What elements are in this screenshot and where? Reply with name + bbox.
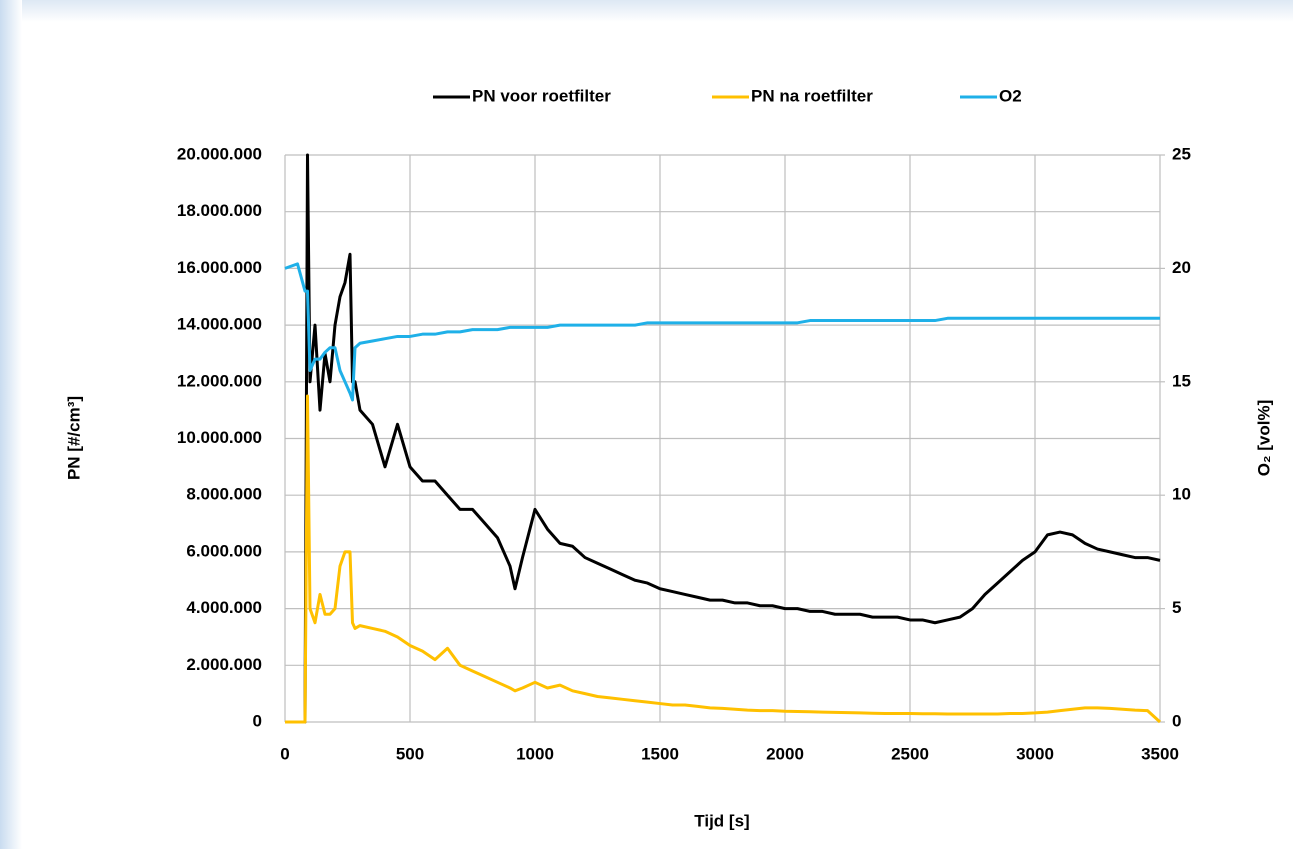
y-tick-label: 14.000.000	[177, 315, 262, 334]
series-line	[284, 262, 1160, 402]
x-tick-label: 500	[396, 744, 424, 763]
x-tick-label: 3000	[1016, 744, 1054, 763]
y-tick-label: 12.000.000	[177, 371, 262, 390]
legend-label: PN na roetfilter	[751, 86, 873, 105]
legend-label: O2	[999, 86, 1022, 105]
x-tick-label: 1500	[641, 744, 679, 763]
frame-top	[0, 0, 1293, 22]
y-tick-label: 2.000.000	[186, 655, 262, 674]
y-tick-label: 8.000.000	[186, 485, 262, 504]
legend-label: PN voor roetfilter	[472, 86, 611, 105]
y2-tick-label: 10	[1172, 485, 1191, 504]
y-axis-title: PN [#/cm³]	[64, 396, 83, 480]
x-tick-label: 1000	[516, 744, 554, 763]
x-tick-label: 0	[280, 744, 289, 763]
y-tick-label: 10.000.000	[177, 428, 262, 447]
series-line	[285, 394, 1162, 724]
y2-axis-title: O₂ [vol%]	[1254, 400, 1273, 477]
y2-tick-label: 0	[1172, 711, 1181, 730]
y2-tick-label: 25	[1172, 144, 1191, 163]
x-tick-label: 2500	[891, 744, 929, 763]
y2-tick-label: 5	[1172, 598, 1181, 617]
y-tick-label: 6.000.000	[186, 541, 262, 560]
y2-tick-label: 15	[1172, 371, 1191, 390]
y-tick-label: 16.000.000	[177, 258, 262, 277]
y-tick-label: 20.000.000	[177, 144, 262, 163]
frame-left	[0, 0, 22, 849]
y2-tick-label: 20	[1172, 258, 1191, 277]
x-tick-label: 2000	[766, 744, 804, 763]
y-tick-label: 0	[253, 711, 262, 730]
x-tick-label: 3500	[1141, 744, 1179, 763]
y-tick-label: 4.000.000	[186, 598, 262, 617]
x-axis-title: Tijd [s]	[694, 811, 749, 830]
y-tick-label: 18.000.000	[177, 201, 262, 220]
